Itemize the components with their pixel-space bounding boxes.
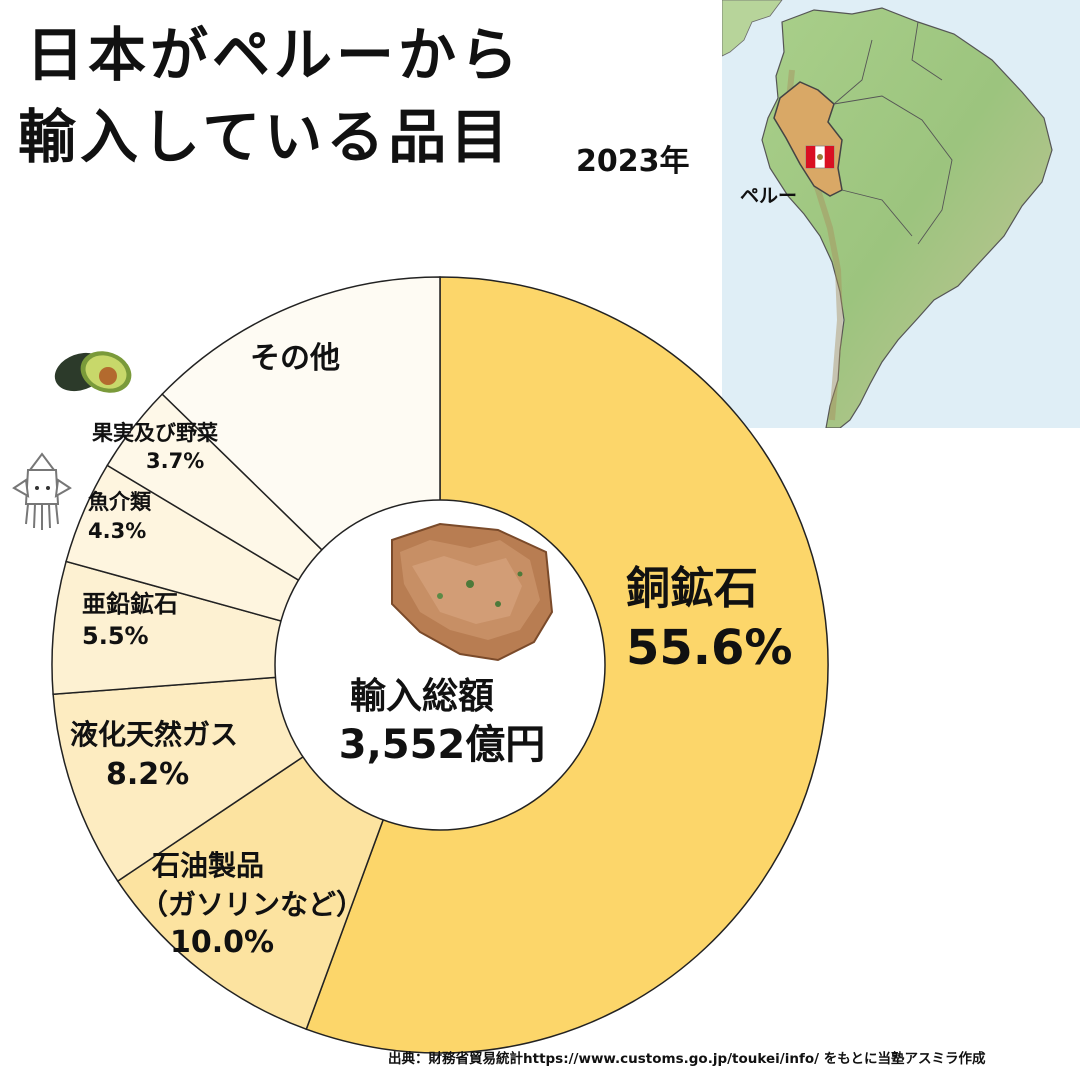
label-lng-value: 8.2% xyxy=(106,757,189,792)
label-fruit-value: 3.7% xyxy=(146,449,204,473)
label-zinc-value: 5.5% xyxy=(82,622,149,650)
label-petroleum-name: 石油製品 xyxy=(151,849,264,882)
label-petroleum-note: （ガソリンなど） xyxy=(140,888,364,921)
page-title-line1: 日本がペルーから xyxy=(26,21,523,89)
label-seafood-name: 魚介類 xyxy=(88,490,152,514)
center-value: 3,552億円 xyxy=(339,722,546,768)
peru-flag-icon xyxy=(805,145,835,169)
label-fruit-name: 果実及び野菜 xyxy=(92,421,218,445)
center-label: 輸入総額 xyxy=(350,676,494,717)
label-seafood-value: 4.3% xyxy=(88,519,146,543)
label-petroleum-value: 10.0% xyxy=(170,925,274,960)
source-citation: 出典：財務省貿易統計https://www.customs.go.jp/touk… xyxy=(388,1051,986,1067)
central-america-land xyxy=(722,0,783,57)
continent-land xyxy=(761,7,1053,428)
label-zinc-name: 亜鉛鉱石 xyxy=(82,590,178,618)
south-america-map: ペルー xyxy=(722,0,1080,428)
year-label: 2023年 xyxy=(576,144,690,179)
label-other-name: その他 xyxy=(250,341,340,376)
label-copper-name: 銅鉱石 xyxy=(626,563,758,614)
copper-ore-icon xyxy=(391,522,554,662)
peru-label: ペルー xyxy=(740,185,797,207)
country-borders xyxy=(833,21,953,245)
page-title-line2: 輸入している品目 xyxy=(18,103,513,171)
avocado-icon xyxy=(54,351,132,393)
label-copper-value: 55.6% xyxy=(626,620,793,676)
squid-icon xyxy=(12,452,72,530)
label-lng-name: 液化天然ガス xyxy=(70,718,238,751)
